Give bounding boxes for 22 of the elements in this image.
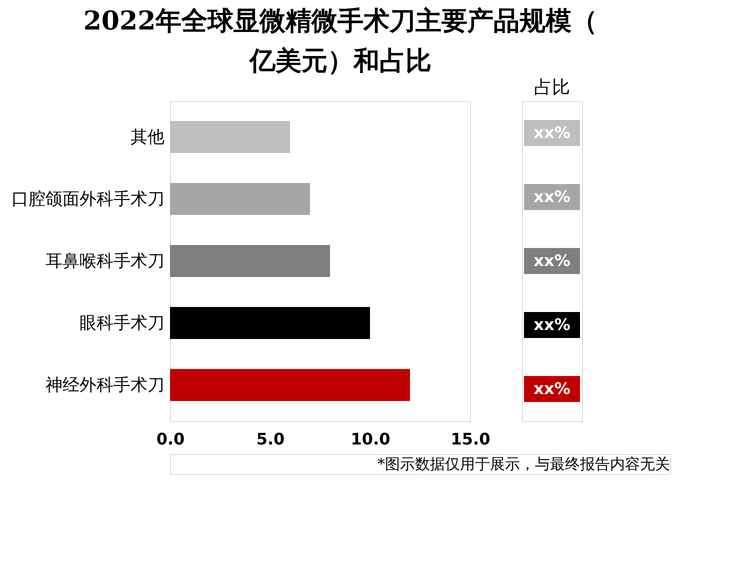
data-label: xx% xyxy=(534,251,570,270)
x-tick-label: 0.0 xyxy=(156,430,185,448)
data-label: xx% xyxy=(534,187,570,206)
legend-title: 占比 xyxy=(534,77,570,98)
x-tick-label: 5.0 xyxy=(256,430,285,448)
text: *图示数据仅用于展示，与最终报告内容无关 xyxy=(378,455,670,473)
y-tick-label: 眼科手术刀 xyxy=(80,314,164,334)
bar xyxy=(170,307,370,339)
data-label: xx% xyxy=(534,379,570,398)
bar xyxy=(170,121,290,153)
y-tick-label: 其他 xyxy=(130,128,164,148)
x-tick-label: 10.0 xyxy=(350,430,390,448)
y-tick-label: 口腔颌面外科手术刀 xyxy=(12,190,164,210)
bar xyxy=(170,245,330,277)
bar xyxy=(170,183,310,215)
y-tick-label: 耳鼻喉科手术刀 xyxy=(46,252,164,272)
data-label: xx% xyxy=(534,315,570,334)
x-tick-label: 15.0 xyxy=(450,430,490,448)
bar xyxy=(170,369,410,401)
data-label: xx% xyxy=(534,123,570,142)
y-tick-label: 神经外科手术刀 xyxy=(46,376,164,396)
chart-title: 2022年全球显微精微手术刀主要产品规模（亿美元）和占比 xyxy=(83,6,598,76)
